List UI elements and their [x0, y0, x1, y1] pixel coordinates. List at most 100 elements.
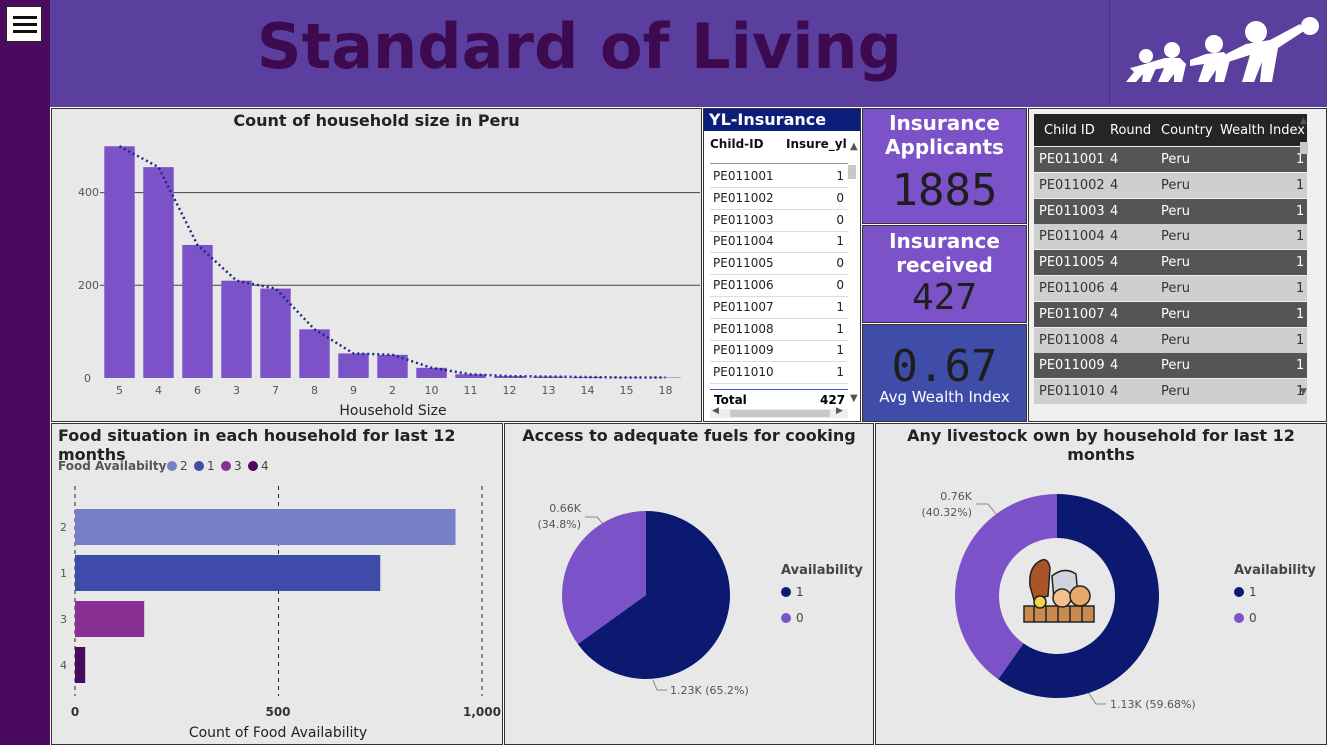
table-row[interactable]: PE011002 4 Peru 1 — [1034, 172, 1307, 198]
table-row[interactable]: PE011009 4 Peru 1 — [1034, 353, 1307, 379]
horizontal-scrollbar[interactable]: ◀ ▶ — [710, 406, 848, 418]
column-header-round[interactable]: Round — [1110, 123, 1152, 138]
bar-4[interactable] — [143, 167, 174, 378]
legend-marker — [248, 461, 258, 471]
x-tick-label: 7 — [272, 384, 279, 397]
bar-11[interactable] — [455, 374, 486, 378]
scroll-down-icon[interactable]: ▼ — [850, 393, 858, 404]
legend-entry[interactable]: 2 — [180, 459, 188, 473]
column-header-wealth-index[interactable]: Wealth Index — [1220, 123, 1305, 138]
table-row[interactable]: PE011003 4 Peru 1 — [1034, 198, 1307, 224]
table-row[interactable]: PE011009 1 — [710, 340, 848, 363]
x-tick-label: 6 — [194, 384, 201, 397]
legend-title: Availability — [1234, 563, 1316, 578]
legend-entry[interactable]: 1 — [1249, 585, 1257, 599]
bar-8[interactable] — [299, 329, 330, 378]
child-id-cell: PE011008 — [1039, 332, 1105, 348]
insure-value-cell: 0 — [836, 190, 844, 205]
y-tick-label: 3 — [60, 613, 67, 626]
legend-marker — [781, 587, 791, 597]
bar-4[interactable] — [75, 647, 86, 683]
slice-label-1: 1.13K (59.68%) — [1110, 698, 1196, 711]
child-id-cell: PE011009 — [1039, 358, 1105, 374]
bar-12[interactable] — [494, 376, 525, 378]
x-tick-label: 8 — [311, 384, 318, 397]
table-row[interactable]: PE011008 1 — [710, 319, 848, 341]
hamburger-menu-icon[interactable] — [6, 6, 42, 42]
country-cell: Peru — [1161, 255, 1190, 271]
table-row[interactable]: PE011005 0 — [710, 253, 848, 276]
chart-title: Food situation in each household for las… — [58, 426, 456, 464]
legend-entry[interactable]: 1 — [207, 459, 215, 473]
insure-value-cell: 1 — [836, 169, 844, 183]
column-header-child-id[interactable]: Child-ID — [710, 137, 764, 151]
round-cell: 4 — [1110, 152, 1119, 167]
legend-title: Food Availabilty — [58, 459, 167, 473]
table-row[interactable]: PE011010 4 Peru 1 — [1034, 379, 1307, 405]
slice-label-0: 0.76K — [940, 490, 972, 503]
page-title: Standard of Living — [256, 10, 903, 83]
insure-value-cell: 1 — [836, 321, 844, 336]
child-id-cell: PE011003 — [1039, 203, 1105, 219]
bar-14[interactable] — [572, 377, 603, 378]
table-row[interactable]: PE011005 4 Peru 1 — [1034, 250, 1307, 276]
table-row[interactable]: PE011007 4 Peru 1 — [1034, 301, 1307, 327]
country-cell: Peru — [1161, 306, 1190, 322]
column-header-country[interactable]: Country — [1161, 123, 1213, 138]
slice-0[interactable] — [562, 511, 646, 645]
bar-10[interactable] — [416, 367, 447, 378]
bar-3[interactable] — [221, 280, 252, 378]
wealth-index-cell: 1 — [1296, 358, 1305, 374]
bar-13[interactable] — [533, 376, 564, 378]
x-tick-0: 0 — [71, 705, 79, 719]
bar-2[interactable] — [75, 509, 456, 545]
family-people-icon — [1126, 17, 1319, 82]
bar-6[interactable] — [182, 244, 213, 378]
table-row[interactable]: PE011001 4 Peru 1 — [1034, 147, 1307, 172]
column-header-child-id[interactable]: Child ID — [1044, 123, 1095, 138]
legend-entry[interactable]: 0 — [796, 611, 804, 625]
chart-title: Access to adequate fuels for cooking — [522, 426, 856, 445]
slice-1[interactable] — [998, 494, 1159, 698]
scroll-up-icon[interactable]: ▲ — [1300, 116, 1307, 126]
x-tick-label: 18 — [659, 384, 673, 397]
legend-entry[interactable]: 0 — [1249, 611, 1257, 625]
scroll-left-icon[interactable]: ◀ — [712, 406, 719, 416]
table-row[interactable]: PE011003 0 — [710, 210, 848, 232]
scroll-down-icon[interactable]: ▼ — [1300, 387, 1307, 397]
x-tick-label: 11 — [464, 384, 478, 397]
bar-3[interactable] — [75, 601, 145, 637]
table-row[interactable]: PE011010 1 — [710, 362, 848, 385]
bar-5[interactable] — [104, 146, 135, 378]
bar-7[interactable] — [260, 288, 291, 378]
country-cell: Peru — [1161, 229, 1190, 245]
vertical-scrollbar-thumb[interactable] — [848, 165, 856, 179]
bar-2[interactable] — [377, 354, 408, 378]
table-row[interactable]: PE011004 1 — [710, 231, 848, 254]
wealth-index-cell: 1 — [1296, 203, 1305, 219]
scroll-up-icon[interactable]: ▲ — [850, 141, 858, 152]
table-row[interactable]: PE011001 1 — [710, 166, 848, 188]
y-tick-label: 2 — [60, 521, 67, 534]
bar-9[interactable] — [338, 353, 369, 378]
cooking-fuel-chart-panel: Access to adequate fuels for cooking 0.6… — [504, 423, 874, 745]
horizontal-scrollbar-thumb[interactable] — [730, 410, 830, 417]
scroll-right-icon[interactable]: ▶ — [836, 406, 843, 416]
column-header-insure[interactable]: Insure_yl — [786, 137, 847, 151]
round-cell: 4 — [1110, 229, 1119, 245]
table-row[interactable]: PE011002 0 — [710, 188, 848, 210]
legend-entry[interactable]: 3 — [234, 459, 242, 473]
bar-1[interactable] — [75, 555, 381, 591]
legend-entry[interactable]: 1 — [796, 585, 804, 599]
slice-0[interactable] — [955, 494, 1057, 680]
table-row[interactable]: PE011006 4 Peru 1 — [1034, 276, 1307, 301]
legend-entry[interactable]: 4 — [261, 459, 269, 473]
slice-1[interactable] — [577, 511, 730, 679]
table-row[interactable]: PE011007 1 — [710, 297, 848, 319]
table-row[interactable]: PE011008 4 Peru 1 — [1034, 327, 1307, 353]
round-cell: 4 — [1110, 255, 1119, 271]
table-row[interactable]: PE011006 0 — [710, 275, 848, 297]
insure-value-cell: 1 — [836, 365, 844, 380]
vertical-scrollbar-thumb[interactable] — [1300, 142, 1308, 154]
table-row[interactable]: PE011004 4 Peru 1 — [1034, 224, 1307, 250]
